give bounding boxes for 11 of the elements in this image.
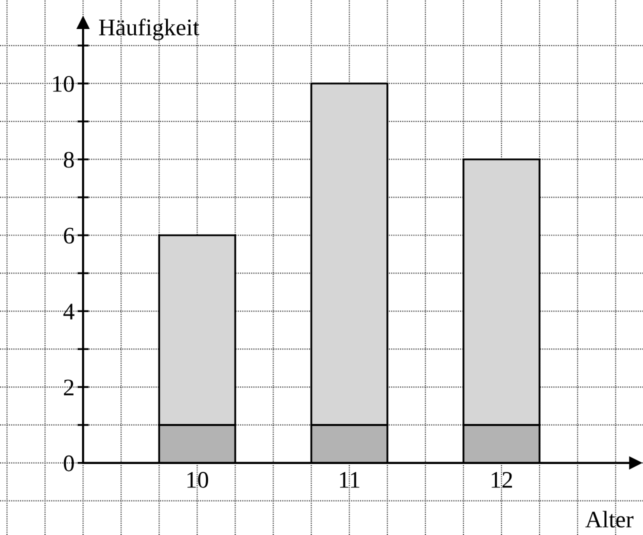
x-axis-title: Alter	[585, 510, 634, 528]
y-tick-label: 6	[64, 228, 74, 244]
x-tick-label: 11	[340, 472, 360, 488]
y-tick-label: 10	[53, 76, 74, 92]
x-tick-label: 10	[187, 472, 208, 488]
y-tick-label: 8	[64, 152, 74, 168]
y-tick-label: 2	[64, 380, 74, 396]
y-tick-label: 4	[63, 304, 74, 320]
y-tick-label: 0	[64, 455, 74, 472]
y-axis-title: Häufigkeit	[99, 18, 200, 40]
x-tick-label: 12	[492, 472, 512, 488]
